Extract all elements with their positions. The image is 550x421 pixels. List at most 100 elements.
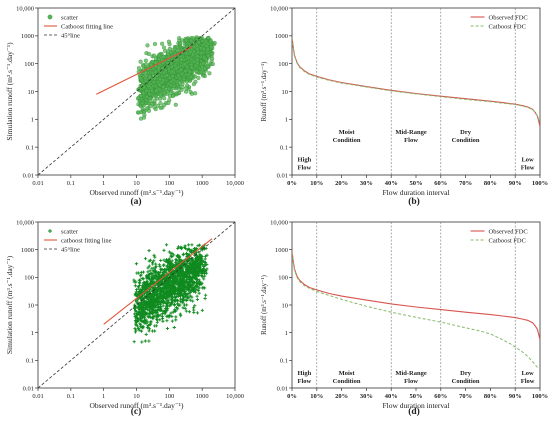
scatter-point xyxy=(196,75,201,80)
scatter-point xyxy=(170,273,174,277)
scatter-point xyxy=(182,282,186,286)
zone-label-text: Flow xyxy=(521,165,535,172)
scatter-point xyxy=(155,317,159,321)
x-tick-label: 10,000 xyxy=(226,180,244,187)
y-tick-label: 0.01 xyxy=(277,385,288,392)
scatter-point xyxy=(140,101,145,106)
scatter-point xyxy=(173,274,177,278)
scatter-point xyxy=(174,66,179,71)
fitting-line xyxy=(96,46,193,95)
scatter-point xyxy=(192,308,196,312)
scatter-point xyxy=(205,267,209,271)
scatter-point xyxy=(143,257,148,261)
scatter-point xyxy=(154,324,158,328)
scatter-point xyxy=(166,86,172,91)
scatter-point xyxy=(158,267,163,271)
scatter-point xyxy=(148,323,152,327)
scatter-point xyxy=(178,76,183,81)
x-tick-label: 10% xyxy=(310,180,323,187)
scatter-point xyxy=(155,289,159,293)
scatter-point xyxy=(141,310,146,314)
scatter-point xyxy=(191,266,195,270)
scatter-point xyxy=(173,281,178,285)
scatter-point xyxy=(186,265,190,270)
scatter-point xyxy=(167,75,172,81)
scatter-point xyxy=(178,297,183,301)
zone-label-text: Dry xyxy=(460,370,472,377)
scatter-point xyxy=(195,54,200,59)
y-tick-label: 10 xyxy=(28,302,35,309)
scatter-point xyxy=(163,48,168,54)
scatter-point xyxy=(156,65,161,70)
x-tick-label: 50% xyxy=(410,393,423,400)
scatter-point xyxy=(139,307,144,311)
scatter-point xyxy=(182,279,186,283)
scatter-point xyxy=(146,323,150,328)
legend-label: scatter xyxy=(61,228,79,235)
ref-45-line xyxy=(38,222,235,388)
scatter-point xyxy=(140,340,144,344)
scatter-point xyxy=(175,258,179,262)
scatter-point xyxy=(154,264,158,268)
y-tick-label: 1000 xyxy=(275,33,288,40)
scatter-point xyxy=(146,320,150,324)
scatter-point xyxy=(143,302,148,306)
scatter-point xyxy=(179,284,183,288)
scatter-point xyxy=(153,329,157,333)
scatter-point xyxy=(196,269,201,273)
y-tick-label: 100 xyxy=(24,275,34,282)
x-tick-label: 0.01 xyxy=(32,393,43,400)
scatter-point xyxy=(146,314,150,318)
scatter-point xyxy=(148,288,152,292)
legend-label: Catboost FDC xyxy=(489,23,526,30)
zone-label-text: High xyxy=(298,157,312,164)
scatter-point xyxy=(164,308,168,312)
scatter-point xyxy=(204,271,209,275)
scatter-point xyxy=(181,263,185,267)
scatter-point xyxy=(200,258,204,262)
scatter-point xyxy=(156,53,161,58)
y-tick-label: 10,000 xyxy=(270,5,288,12)
scatter-point xyxy=(195,294,199,298)
scatter-points xyxy=(132,243,209,344)
legend-label: 45°line xyxy=(61,246,80,253)
scatter-point xyxy=(180,281,184,286)
scatter-point xyxy=(195,297,200,302)
scatter-point xyxy=(195,311,200,315)
scatter-point xyxy=(140,325,144,329)
legend-label: Catboost FDC xyxy=(489,237,526,244)
scatter-point xyxy=(172,292,177,296)
scatter-point xyxy=(134,262,139,266)
scatter-point xyxy=(164,294,169,299)
y-tick-label: 0.1 xyxy=(26,358,34,365)
scatter-point xyxy=(165,319,169,323)
scatter-point xyxy=(181,301,185,305)
scatter-point xyxy=(197,291,201,295)
x-tick-label: 70% xyxy=(459,393,472,400)
scatter-point xyxy=(146,304,150,308)
y-tick-label: 10,000 xyxy=(16,219,34,226)
scatter-point xyxy=(172,303,177,307)
scatter-point xyxy=(147,75,152,80)
scatter-point xyxy=(172,325,176,330)
scatter-point xyxy=(138,76,143,81)
x-tick-label: 1 xyxy=(102,180,105,187)
scatter-point xyxy=(162,309,166,313)
scatter-point xyxy=(196,244,200,248)
scatter-point xyxy=(194,271,198,276)
scatter-point xyxy=(171,263,176,267)
scatter-point xyxy=(157,285,161,289)
scatter-point xyxy=(195,257,199,261)
scatter-point xyxy=(192,260,197,265)
scatter-point xyxy=(204,293,208,297)
zone-label-text: Condition xyxy=(452,378,480,385)
legend: scatter catboost fitting line 45°line xyxy=(44,228,112,253)
scatter-point xyxy=(172,253,176,257)
series-catboost-fdc xyxy=(292,37,540,124)
scatter-point xyxy=(166,281,170,286)
zone-label-text: Flow xyxy=(404,378,418,385)
scatter-point xyxy=(195,278,199,282)
scatter-point xyxy=(183,51,189,56)
y-axis-title: Runoff (m³.s⁻¹.day⁻¹) xyxy=(261,275,268,335)
